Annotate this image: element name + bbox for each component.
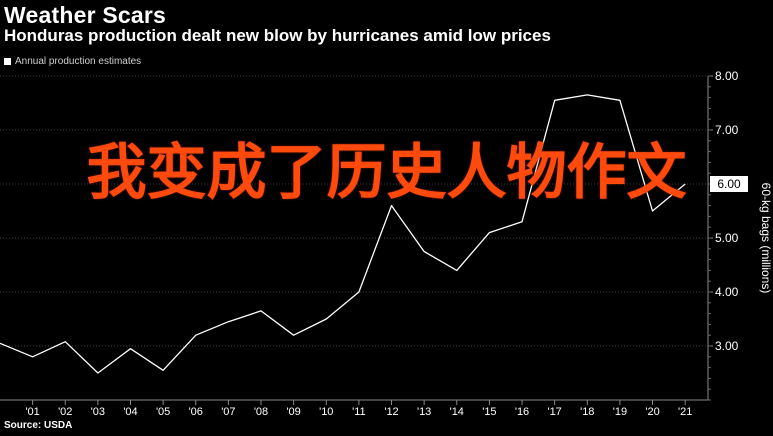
x-tick-label: '16 — [515, 406, 529, 418]
y-tick-label: 4.00 — [715, 285, 739, 299]
source-note: Source: USDA — [4, 420, 73, 431]
y-tick-label: 5.00 — [715, 231, 739, 245]
x-tick-label: '15 — [482, 406, 496, 418]
x-tick-label: '04 — [123, 406, 137, 418]
x-tick-label: '21 — [678, 406, 692, 418]
y-tick-label: 8.00 — [715, 69, 739, 83]
x-tick-label: '11 — [352, 406, 366, 418]
x-tick-label: '02 — [58, 406, 72, 418]
y-tick-label: 3.00 — [715, 339, 739, 353]
x-tick-label: '12 — [384, 406, 398, 418]
x-tick-label: '10 — [319, 406, 333, 418]
chart-subtitle: Honduras production dealt new blow by hu… — [4, 26, 551, 45]
x-tick-label: '17 — [547, 406, 561, 418]
legend: Annual production estimates — [4, 56, 141, 67]
x-tick-label: '14 — [450, 406, 464, 418]
legend-swatch — [4, 58, 11, 65]
y-axis-title: 60-kg bags (millions) — [759, 183, 773, 294]
x-tick-label: '19 — [613, 406, 627, 418]
series-line — [0, 94, 686, 374]
chart-title: Weather Scars — [4, 2, 166, 28]
x-tick-label: '06 — [189, 406, 203, 418]
x-tick-label: '07 — [221, 406, 235, 418]
x-tick-label: '03 — [91, 406, 105, 418]
x-tick-label: '01 — [25, 406, 39, 418]
x-tick-label: '20 — [645, 406, 659, 418]
x-tick-label: '09 — [286, 406, 300, 418]
x-tick-label: '13 — [417, 406, 431, 418]
last-value-badge — [710, 176, 748, 192]
x-tick-label: '05 — [156, 406, 170, 418]
last-value-label: 6.00 — [717, 177, 741, 191]
legend-label: Annual production estimates — [15, 56, 142, 67]
y-tick-label: 7.00 — [715, 123, 739, 137]
x-tick-label: '08 — [254, 406, 268, 418]
x-tick-label: '18 — [580, 406, 594, 418]
